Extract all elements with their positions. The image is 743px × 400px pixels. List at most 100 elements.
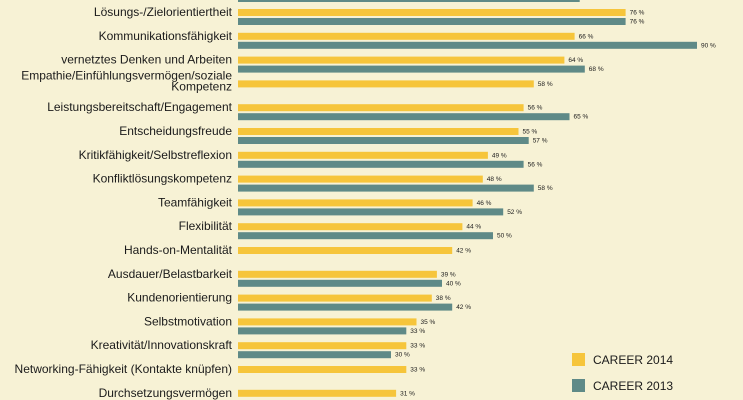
bar-career-2014 <box>238 32 575 40</box>
category-label: Kompetenz <box>171 79 232 93</box>
bar-career-2013 <box>238 113 570 121</box>
category-label: Kommunikationsfähigkeit <box>99 29 233 43</box>
bar-career-2014 <box>238 104 524 112</box>
value-label-2014: 33 % <box>410 367 425 374</box>
bar-career-2014 <box>238 389 397 397</box>
bar-career-2013 <box>238 327 407 335</box>
value-label-2013: 68 % <box>589 66 604 73</box>
value-label-2014: 39 % <box>441 271 456 278</box>
value-label-2014: 48 % <box>487 176 502 183</box>
bar-group: Selbstmotivation 35 % 33 % <box>144 314 436 335</box>
bar-career-2013 <box>238 208 504 216</box>
legend-label: CAREER 2013 <box>593 379 673 393</box>
bar-career-2013 <box>238 160 524 168</box>
value-label-2013: 40 % <box>446 280 461 287</box>
bar-group: Empathie/Einfühlungsvermögen/sozialeKomp… <box>21 68 553 93</box>
category-label: Selbstmotivation <box>144 314 232 328</box>
bar-career-2014 <box>238 80 534 88</box>
value-label-2014: 58 % <box>538 81 553 88</box>
bar-career-2013 <box>238 351 391 359</box>
category-label: Kundenorientierung <box>127 291 232 305</box>
category-label: Ausdauer/Belastbarkeit <box>108 267 233 281</box>
value-label-2014: 55 % <box>523 129 538 136</box>
bar-career-2013 <box>238 137 529 144</box>
legend-item: CAREER 2014 <box>572 353 673 367</box>
value-label-2013: 76 % <box>630 19 645 26</box>
bar-group: Kommunikationsfähigkeit 66 % 90 % <box>99 29 716 50</box>
value-label-2014: 44 % <box>466 224 481 231</box>
bar-career-2014 <box>238 342 407 350</box>
bar-group: Networking-Fähigkeit (Kontakte knüpfen) 3… <box>15 362 426 376</box>
bar-career-2013 <box>238 303 453 311</box>
category-label: vernetztes Denken und Arbeiten <box>61 53 232 67</box>
bar-group: Flexibilität 44 % 50 % <box>179 219 512 240</box>
bar-career-2014 <box>238 247 453 254</box>
value-label-2013: 56 % <box>528 161 543 168</box>
category-label: Kritikfähigkeit/Selbstreflexion <box>79 148 232 162</box>
bar-group: Teamfähigkeit 46 % 52 % <box>158 195 522 216</box>
bar-group: Lösungs-/Zielorientiertheit 76 % 76 % <box>94 5 645 26</box>
bar-group: vernetztes Denken und Arbeiten 64 % 68 % <box>61 53 604 74</box>
bar-career-2014 <box>238 366 407 373</box>
bar-group: Kundenorientierung 38 % 42 % <box>127 291 471 312</box>
bar-career-2013 <box>238 18 626 25</box>
value-label-2014: 42 % <box>456 248 471 255</box>
value-label-2014: 33 % <box>410 343 425 350</box>
bar-career-2014 <box>238 56 565 64</box>
value-label-2014: 38 % <box>436 295 451 302</box>
bar-group: Kreativität/Innovationskraft 33 %30 % <box>91 338 426 359</box>
bar-group: Ausdauer/Belastbarkeit 39 % 40 % <box>108 267 461 288</box>
category-label: Hands-on-Mentalität <box>124 243 233 257</box>
bar-career-2014 <box>238 223 463 231</box>
bar-group: Kritikfähigkeit/Selbstreflexion 49 % 56 % <box>79 148 543 169</box>
value-label-2014: 46 % <box>477 200 492 207</box>
category-label: Leistungsbereitschaft/Engagement <box>47 100 232 114</box>
value-label-2013: 33 % <box>410 328 425 335</box>
legend: CAREER 2014 CAREER 2013 <box>572 353 673 393</box>
bar-career-2013 <box>238 232 493 240</box>
bar-career-2014 <box>238 128 519 135</box>
bar-group: Hands-on-Mentalität 42 % <box>124 243 471 257</box>
value-label-2014: 66 % <box>579 33 594 40</box>
value-label-2013: 52 % <box>507 209 522 216</box>
bar-group: Durchsetzungsvermögen 31 % <box>99 386 416 400</box>
bar-cropped <box>238 0 580 2</box>
category-label: Durchsetzungsvermögen <box>99 386 232 400</box>
bar-career-2014 <box>238 199 473 207</box>
legend-swatch <box>572 353 585 366</box>
bar-career-2014 <box>238 270 437 278</box>
top-partial-bars <box>238 0 580 2</box>
value-label-2014: 49 % <box>492 152 507 159</box>
bar-career-2013 <box>238 65 585 73</box>
bar-career-2014 <box>238 175 483 183</box>
bar-career-2013 <box>238 279 442 287</box>
value-label-2013: 50 % <box>497 233 512 240</box>
category-label: Empathie/Einfühlungsvermögen/soziale <box>21 68 232 82</box>
value-label-2013: 58 % <box>538 185 553 192</box>
bar-career-2014 <box>238 151 488 159</box>
legend-item: CAREER 2013 <box>572 379 673 393</box>
bar-group: Konfliktlösungskompetenz 48 % 58 % <box>93 172 553 193</box>
bar-career-2014 <box>238 318 417 326</box>
value-label-2014: 64 % <box>568 57 583 64</box>
value-label-2014: 56 % <box>528 105 543 112</box>
bar-group: Entscheidungsfreude 55 % 57 % <box>119 124 547 145</box>
category-label: Kreativität/Innovationskraft <box>91 338 233 352</box>
value-label-2014: 35 % <box>421 319 436 326</box>
legend-label: CAREER 2014 <box>593 353 673 367</box>
value-label-2014: 76 % <box>630 10 645 17</box>
category-label: Networking-Fähigkeit (Kontakte knüpfen) <box>15 362 232 376</box>
value-label-2013: 65 % <box>574 114 589 121</box>
value-label-2013: 90 % <box>701 42 716 49</box>
legend-swatch <box>572 379 585 392</box>
value-label-2013: 57 % <box>533 138 548 145</box>
category-label: Flexibilität <box>179 219 233 233</box>
bar-career-2014 <box>238 294 432 302</box>
value-label-2013: 42 % <box>456 304 471 311</box>
bar-group: Leistungsbereitschaft/Engagement 56 % 65 % <box>47 100 588 121</box>
category-label: Entscheidungsfreude <box>119 124 232 138</box>
value-label-2013: 30 % <box>395 352 410 359</box>
bar-career-2014 <box>238 9 626 16</box>
